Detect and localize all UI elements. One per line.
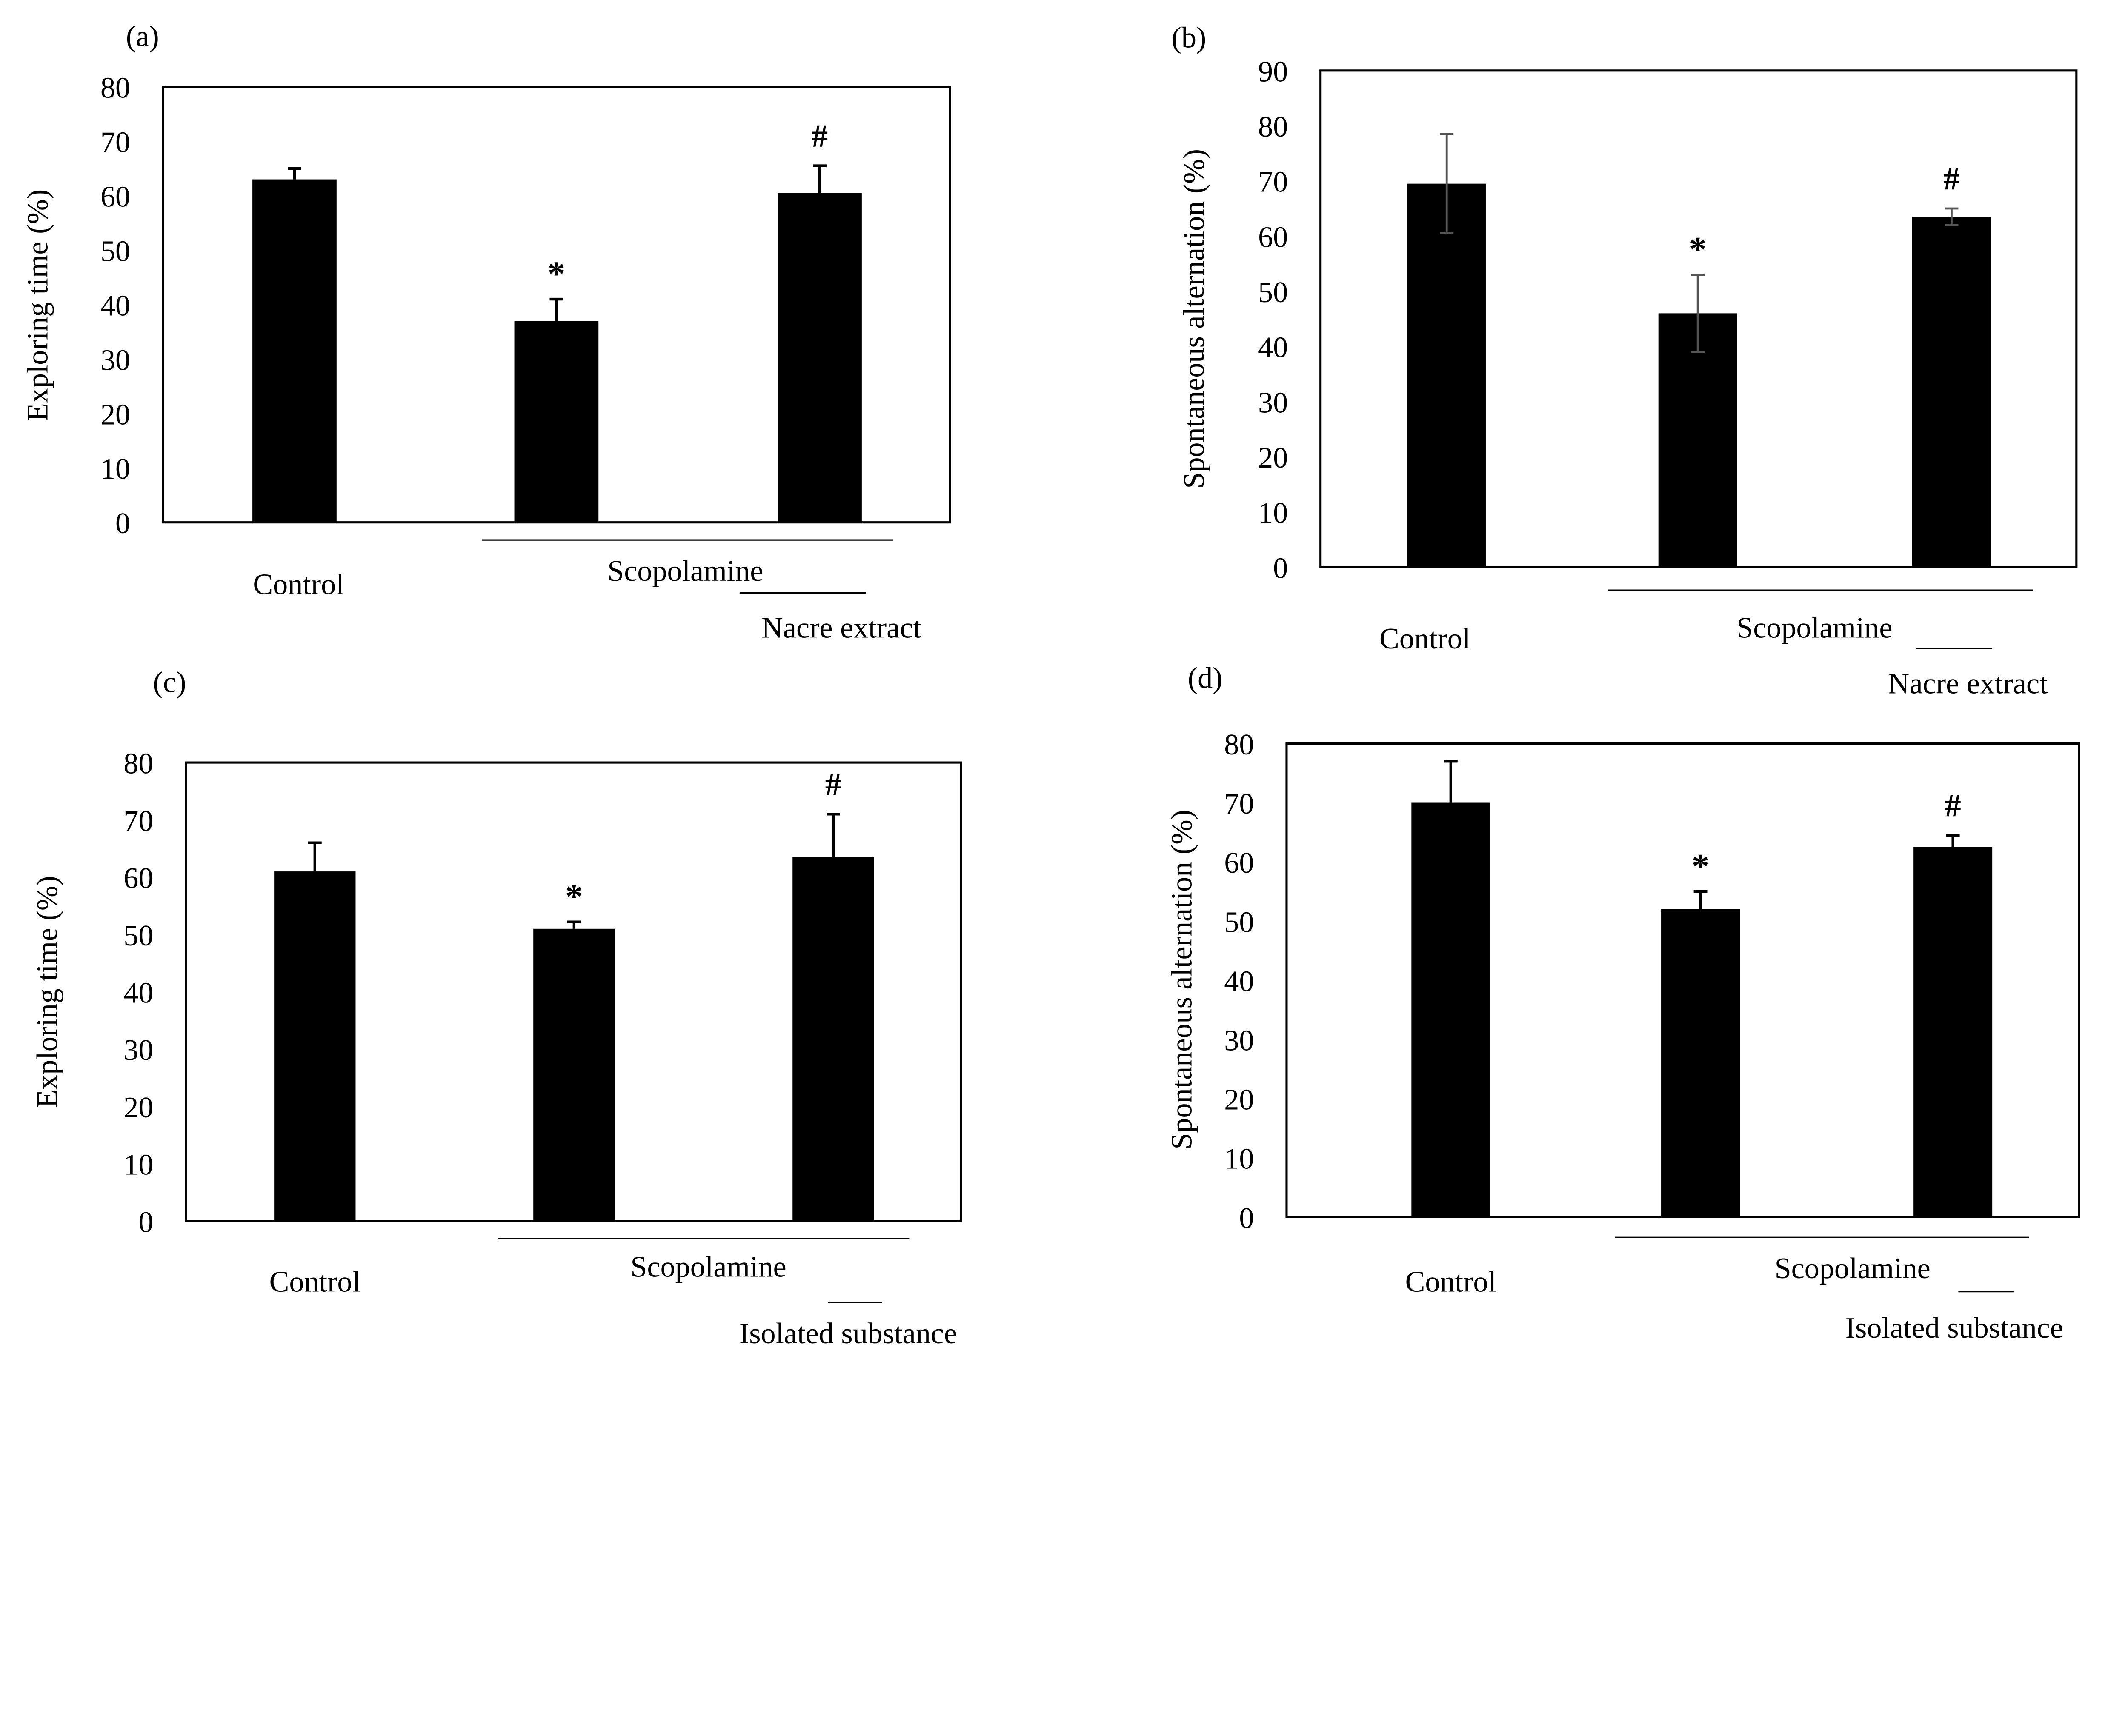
plot-frame xyxy=(1319,69,2078,568)
y-tick-label: 30 xyxy=(100,343,130,377)
y-tick-label: 30 xyxy=(1224,1024,1254,1057)
x-label-treatment: Isolated substance xyxy=(739,1317,957,1350)
bar-nacre-extract xyxy=(778,193,862,523)
x-label-control: Control xyxy=(269,1265,360,1299)
y-tick-label: 0 xyxy=(1239,1202,1254,1235)
bar-scopolamine xyxy=(533,928,615,1221)
y-axis-label: Exploring time (%) xyxy=(31,876,64,1108)
y-tick-label: 80 xyxy=(1224,728,1254,761)
x-label-scopolamine: Scopolamine xyxy=(630,1251,786,1284)
y-tick-label: 80 xyxy=(123,747,153,780)
significance-hash: # xyxy=(1945,787,1961,823)
y-tick-label: 70 xyxy=(1224,787,1254,820)
chart-panel-c: (c) 0 10 20 30 40 50 60 70 80 Exploring time (%) * #… xyxy=(31,665,962,1350)
y-tick-label: 0 xyxy=(115,507,130,540)
x-label-scopolamine: Scopolamine xyxy=(607,554,763,588)
y-tick-label: 20 xyxy=(1224,1083,1254,1116)
x-label-control: Control xyxy=(253,568,344,601)
panel-label: (c) xyxy=(153,665,186,699)
panel-label: (a) xyxy=(126,20,159,53)
chart-panel-d: (d) 0 10 20 30 40 50 60 70 80 Spontaneous alternat… xyxy=(1165,662,2080,1345)
y-axis-label: Spontaneous alternation (%) xyxy=(1177,149,1210,489)
bar-control xyxy=(274,871,356,1221)
y-tick-label: 50 xyxy=(100,234,130,268)
y-tick-label: 70 xyxy=(100,126,130,159)
bar-control xyxy=(252,179,337,523)
bar-isolated-substance xyxy=(792,857,874,1221)
y-tick-label: 60 xyxy=(1224,846,1254,879)
figure: (a) 0 10 20 30 40 50 60 70 80 Exploring time (%) * #… xyxy=(21,20,2080,1350)
y-tick-label: 90 xyxy=(1258,55,1288,88)
y-tick-label: 0 xyxy=(1273,551,1288,585)
y-tick-label: 50 xyxy=(123,919,153,952)
panel-label: (d) xyxy=(1188,662,1223,695)
y-tick-label: 40 xyxy=(123,976,153,1010)
y-tick-label: 20 xyxy=(100,398,130,431)
y-tick-label: 40 xyxy=(100,289,130,322)
y-tick-label: 70 xyxy=(1258,166,1288,199)
y-tick-label: 40 xyxy=(1224,965,1254,998)
x-label-treatment: Nacre extract xyxy=(761,611,921,645)
significance-star: * xyxy=(1692,846,1709,885)
y-tick-label: 60 xyxy=(100,180,130,213)
bar-isolated-substance xyxy=(1913,847,1993,1217)
x-label-scopolamine: Scopolamine xyxy=(1775,1252,1931,1285)
x-label-treatment: Isolated substance xyxy=(1845,1311,2063,1345)
y-tick-label: 70 xyxy=(123,804,153,837)
x-label-scopolamine: Scopolamine xyxy=(1736,611,1892,645)
y-tick-label: 40 xyxy=(1258,331,1288,364)
chart-panel-a: (a) 0 10 20 30 40 50 60 70 80 Exploring time (%) * #… xyxy=(21,20,951,645)
y-tick-label: 80 xyxy=(1258,110,1288,143)
significance-hash: # xyxy=(812,118,828,154)
x-label-control: Control xyxy=(1405,1265,1496,1299)
bar-scopolamine xyxy=(1658,313,1737,567)
significance-star: * xyxy=(565,877,583,916)
significance-hash: # xyxy=(1943,160,1959,197)
y-tick-label: 80 xyxy=(100,71,130,105)
y-tick-label: 60 xyxy=(123,862,153,895)
y-tick-label: 50 xyxy=(1258,276,1288,309)
x-label-control: Control xyxy=(1379,622,1470,655)
significance-star: * xyxy=(548,254,565,293)
y-tick-label: 10 xyxy=(100,452,130,485)
y-tick-label: 30 xyxy=(1258,386,1288,419)
y-tick-label: 10 xyxy=(1258,497,1288,530)
chart-panel-b: (b) 0 10 20 30 40 50 60 70 80 90 Spontaneous altern… xyxy=(1171,21,2078,700)
y-axis-label: Spontaneous alternation (%) xyxy=(1165,810,1198,1150)
y-tick-label: 10 xyxy=(1224,1142,1254,1176)
bar-scopolamine xyxy=(514,321,599,523)
y-tick-label: 30 xyxy=(123,1034,153,1067)
bar-control xyxy=(1411,802,1490,1217)
significance-star: * xyxy=(1689,230,1706,269)
x-label-treatment: Nacre extract xyxy=(1888,667,2048,700)
y-tick-label: 60 xyxy=(1258,220,1288,254)
y-tick-label: 20 xyxy=(1258,441,1288,474)
y-tick-label: 0 xyxy=(138,1205,153,1239)
y-tick-label: 20 xyxy=(123,1091,153,1124)
y-axis-label: Exploring time (%) xyxy=(21,189,54,421)
significance-hash: # xyxy=(825,766,841,802)
bar-control xyxy=(1407,183,1486,567)
bar-scopolamine xyxy=(1661,909,1740,1217)
panel-label: (b) xyxy=(1171,21,1206,54)
y-tick-label: 50 xyxy=(1224,905,1254,939)
bar-nacre-extract xyxy=(1912,217,1991,567)
y-tick-label: 10 xyxy=(123,1148,153,1182)
